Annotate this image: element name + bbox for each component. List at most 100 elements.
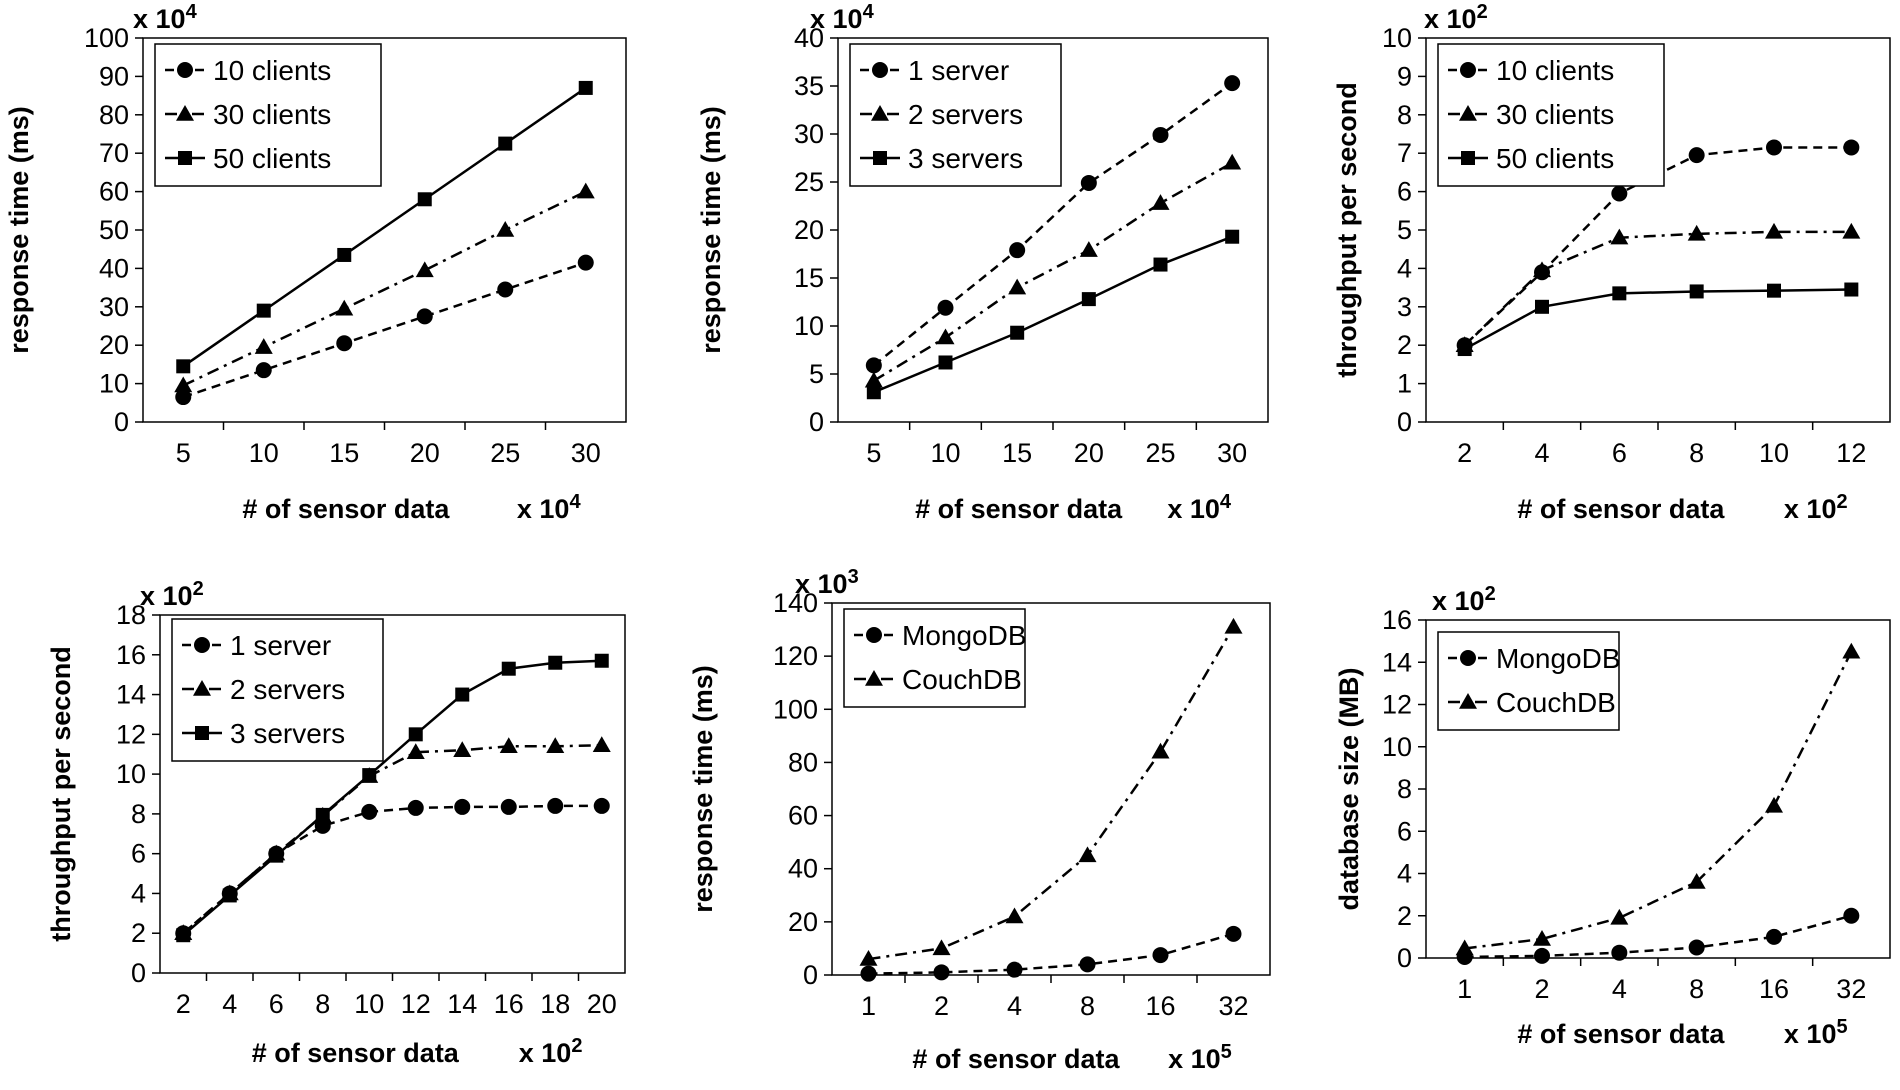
data-point	[1223, 153, 1242, 170]
x-tick-label: 25	[1145, 438, 1175, 468]
x-axis-multiplier: x 105	[1168, 1041, 1232, 1074]
x-tick-label: 16	[1759, 974, 1789, 1004]
legend-marker	[866, 627, 882, 643]
data-point	[1843, 907, 1860, 924]
data-point	[1842, 222, 1861, 239]
y-tick-label: 60	[99, 177, 129, 207]
series-line	[182, 190, 587, 387]
data-point	[1688, 939, 1705, 956]
data-point	[361, 803, 378, 820]
y-tick-label: 140	[773, 588, 818, 618]
data-point	[1152, 947, 1169, 964]
legend-marker	[1460, 62, 1476, 78]
y-tick-label: 40	[99, 253, 129, 283]
data-point	[1611, 185, 1628, 202]
data-point	[548, 655, 563, 670]
x-tick-label: 20	[587, 989, 617, 1019]
data-point	[1844, 282, 1859, 297]
y-tick-label: 5	[809, 359, 824, 389]
data-point	[417, 192, 432, 207]
x-tick-label: 1	[861, 991, 876, 1021]
data-point	[594, 653, 609, 668]
data-point	[269, 848, 284, 863]
data-point	[1689, 284, 1704, 299]
data-point	[501, 661, 516, 676]
y-tick-label: 100	[84, 23, 129, 53]
chart-panel-5: 0 20 40 60 80 100 120 140 1 2 4 8 16 32 response time …	[688, 566, 1271, 1074]
data-point	[1765, 796, 1783, 813]
y-tick-label: 30	[794, 119, 824, 149]
data-point	[1080, 174, 1097, 191]
y-axis-title: throughput per second	[1332, 82, 1362, 377]
y-tick-label: 25	[794, 167, 824, 197]
data-point	[546, 737, 565, 754]
x-tick-label: 5	[866, 438, 881, 468]
data-point	[592, 736, 611, 753]
x-tick-label: 8	[1080, 991, 1095, 1021]
data-point	[497, 281, 514, 298]
y-tick-label: 8	[131, 799, 146, 829]
data-point	[455, 687, 470, 702]
data-point	[498, 136, 513, 151]
data-point	[1767, 283, 1781, 298]
x-axis-multiplier: x 104	[1167, 491, 1232, 524]
y-tick-label: 30	[99, 292, 129, 322]
x-tick-label: 8	[1689, 438, 1704, 468]
x-tick-label: 32	[1218, 991, 1248, 1021]
x-axis-multiplier: x 102	[1784, 491, 1848, 524]
x-tick-label: 2	[934, 991, 949, 1021]
x-tick-label: 1	[1457, 974, 1472, 1004]
data-point	[1455, 939, 1474, 956]
series-line	[868, 626, 1235, 961]
y-axis-title: response time (ms)	[688, 665, 718, 913]
legend-label: 30 clients	[213, 99, 331, 130]
legend-label: 30 clients	[1496, 99, 1614, 130]
y-tick-label: 4	[131, 878, 146, 908]
data-point	[1008, 278, 1027, 295]
series-line	[873, 82, 1233, 367]
x-axis-multiplier: x 104	[517, 491, 582, 524]
legend-box	[1437, 631, 1620, 731]
y-tick-label: 16	[1382, 605, 1412, 635]
legend-marker	[1460, 650, 1476, 666]
x-tick-label: 10	[249, 438, 279, 468]
x-axis-multiplier: x 102	[519, 1035, 583, 1068]
y-tick-label: 0	[809, 407, 824, 437]
series-line	[182, 659, 602, 937]
y-tick-label: 10	[1382, 732, 1412, 762]
y-tick-label: 35	[794, 71, 824, 101]
data-point	[938, 355, 953, 370]
y-tick-label: 20	[794, 215, 824, 245]
legend: MongoDB CouchDB	[843, 608, 1027, 708]
x-axis-title: # of sensor data	[915, 494, 1123, 524]
series-couchdb	[1455, 642, 1861, 956]
data-point	[1610, 908, 1629, 925]
data-point	[1006, 961, 1023, 978]
y-tick-label: 70	[99, 138, 129, 168]
x-tick-label: 4	[222, 989, 237, 1019]
series-line	[182, 744, 602, 935]
series-30-clients	[1455, 222, 1861, 352]
y-tick-label: 0	[131, 958, 146, 988]
series-line	[1463, 230, 1852, 347]
x-tick-label: 4	[1007, 991, 1022, 1021]
legend-marker	[177, 62, 193, 78]
data-point	[408, 727, 423, 742]
y-tick-label: 4	[1397, 253, 1412, 283]
x-tick-label: 6	[269, 989, 284, 1019]
data-point	[337, 247, 352, 262]
y-tick-label: 7	[1397, 138, 1412, 168]
data-point	[933, 964, 950, 981]
x-tick-label: 8	[1689, 974, 1704, 1004]
data-point	[1078, 846, 1097, 863]
y-axis-title: response time (ms)	[696, 106, 726, 354]
y-axis-multiplier: x 102	[1432, 583, 1496, 616]
y-axis-multiplier: x 103	[795, 566, 859, 599]
data-point	[415, 261, 434, 278]
x-axis-title: # of sensor data	[912, 1044, 1120, 1074]
y-tick-label: 0	[1397, 407, 1412, 437]
data-point	[937, 299, 954, 316]
legend-label: 3 servers	[230, 718, 345, 749]
